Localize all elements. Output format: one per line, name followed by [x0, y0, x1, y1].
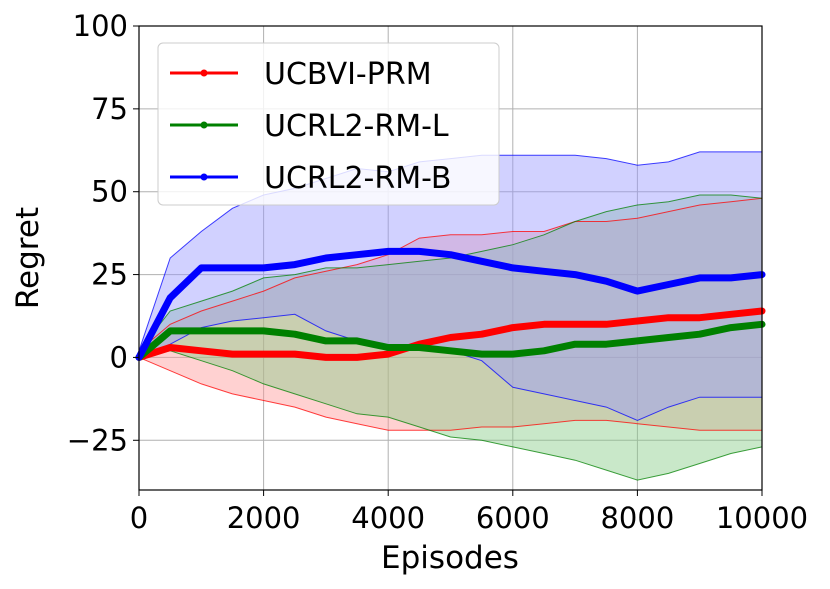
- ucrl2-rm-b-legend-marker: [200, 173, 208, 181]
- ucrl2-rm-l-lower-bound: [138, 350, 763, 481]
- series-lines: [135, 247, 766, 361]
- axis-ticks: 0 2000 4000 6000 8000 10000 −25 0 25 50 75 100: [67, 9, 808, 535]
- ucbvi-prm-legend-label: UCBVI-PRM: [264, 57, 432, 92]
- ucbvi-prm-band: [139, 198, 762, 431]
- ucrl2-rm-b-band: [139, 151, 762, 421]
- ucrl2-rm-b-legend-label: UCRL2-RM-B: [264, 161, 451, 196]
- x-tick-label: 8000: [600, 501, 674, 535]
- plot-frame: [138, 25, 763, 491]
- ucbvi-prm-upper-bound: [138, 197, 763, 352]
- y-tick-label: 100: [73, 9, 128, 43]
- x-tick-label: 0: [130, 501, 148, 535]
- ucrl2-rm-l-legend-label: UCRL2-RM-L: [264, 109, 449, 144]
- legend-box: [157, 42, 500, 206]
- x-axis-label: Episodes: [381, 540, 519, 576]
- y-tick-label: −25: [67, 423, 128, 457]
- ucrl2-rm-b-line: [135, 247, 766, 361]
- ucrl2-rm-l-line: [135, 320, 766, 361]
- x-tick-label: 4000: [351, 501, 425, 535]
- ucrl2-rm-l-legend-marker: [200, 121, 208, 129]
- y-tick-label: 50: [91, 175, 128, 209]
- legend-items: UCBVI-PRM UCRL2-RM-L UCRL2-RM-B: [170, 57, 451, 196]
- y-tick-label: 0: [110, 340, 128, 374]
- x-tick-label: 6000: [476, 501, 550, 535]
- y-tick-label: 25: [91, 258, 128, 292]
- y-tick-label: 75: [91, 92, 128, 126]
- ucbvi-prm-legend-marker: [200, 69, 208, 77]
- legend: UCBVI-PRM UCRL2-RM-L UCRL2-RM-B: [157, 42, 500, 206]
- y-axis-label: Regret: [10, 207, 46, 309]
- x-tick-label: 2000: [227, 501, 301, 535]
- ucbvi-prm-lower-bound: [138, 356, 762, 431]
- x-tick-label: 10000: [716, 501, 808, 535]
- ucbvi-prm-line: [135, 307, 766, 361]
